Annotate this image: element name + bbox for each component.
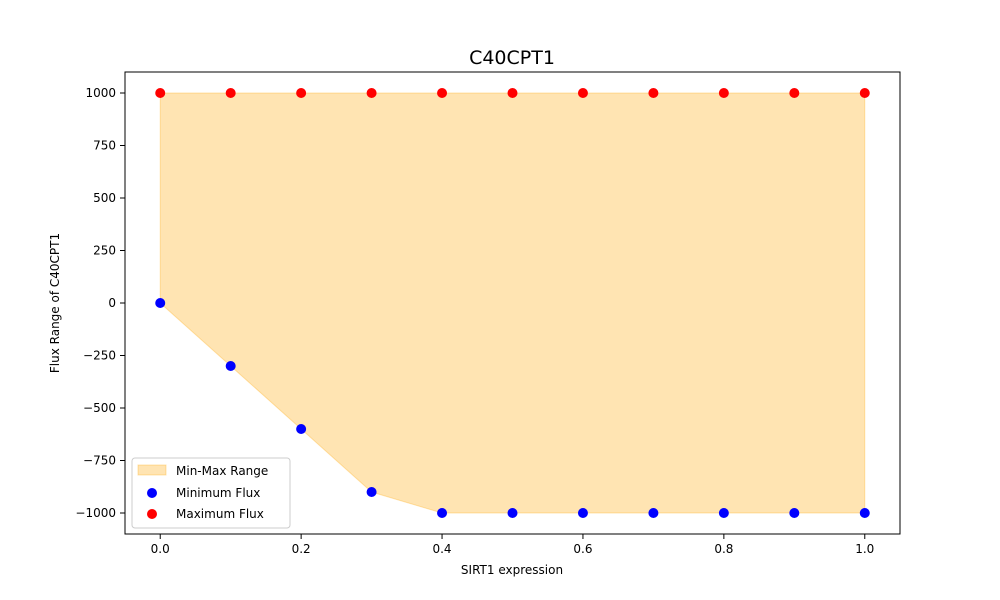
maximum-flux-point [718,88,729,98]
y-tick-label: −1000 [75,506,116,520]
maximum-flux-point [296,88,307,98]
legend-label-min: Minimum Flux [176,486,260,500]
legend-label-range: Min-Max Range [176,464,268,478]
x-tick-label: 0.4 [432,542,451,556]
minimum-flux-point [648,508,659,518]
y-tick-label: −500 [83,401,116,415]
maximum-flux-point [507,88,518,98]
maximum-flux-point [859,88,870,98]
legend-swatch-range [137,464,167,476]
maximum-flux-point [789,88,800,98]
minimum-flux-point [296,424,307,434]
y-tick-label: −750 [83,454,116,468]
series-minimum-flux [155,298,870,518]
y-tick-label: −250 [83,349,116,363]
x-tick-label: 0.6 [573,542,592,556]
minimum-flux-point [155,298,166,308]
minimum-flux-point [859,508,870,518]
y-tick-label: 0 [108,296,116,310]
maximum-flux-point [648,88,659,98]
y-axis-label: Flux Range of C40CPT1 [48,233,62,373]
x-axis: 0.0 0.2 0.4 0.6 0.8 1.0 [151,534,874,556]
plot-area [155,88,870,518]
y-tick-label: 250 [93,244,116,258]
series-maximum-flux [155,88,870,98]
minimum-flux-point [718,508,729,518]
minimum-flux-point [507,508,518,518]
x-tick-label: 0.2 [292,542,311,556]
x-axis-label: SIRT1 expression [461,563,563,577]
minimum-flux-point [366,487,377,497]
maximum-flux-point [225,88,236,98]
x-tick-label: 0.0 [151,542,170,556]
maximum-flux-point [155,88,166,98]
maximum-flux-point [366,88,377,98]
maximum-flux-point [577,88,588,98]
chart-title: C40CPT1 [469,47,555,69]
legend-marker-max [147,509,157,519]
legend-label-max: Maximum Flux [176,507,264,521]
y-axis: 1000 750 500 250 0 −250 −500 −750 −1000 [75,86,125,520]
maximum-flux-point [437,88,448,98]
x-tick-label: 1.0 [855,542,874,556]
legend-marker-min [147,488,157,498]
x-tick-label: 0.8 [714,542,733,556]
y-tick-label: 500 [93,191,116,205]
minimum-flux-point [789,508,800,518]
y-tick-label: 1000 [85,86,116,100]
minimum-flux-point [437,508,448,518]
legend: Min-Max Range Minimum Flux Maximum Flux [131,457,291,529]
minimum-flux-point [577,508,588,518]
minimum-flux-point [225,361,236,371]
y-tick-label: 750 [93,139,116,153]
legend-box [131,457,291,529]
